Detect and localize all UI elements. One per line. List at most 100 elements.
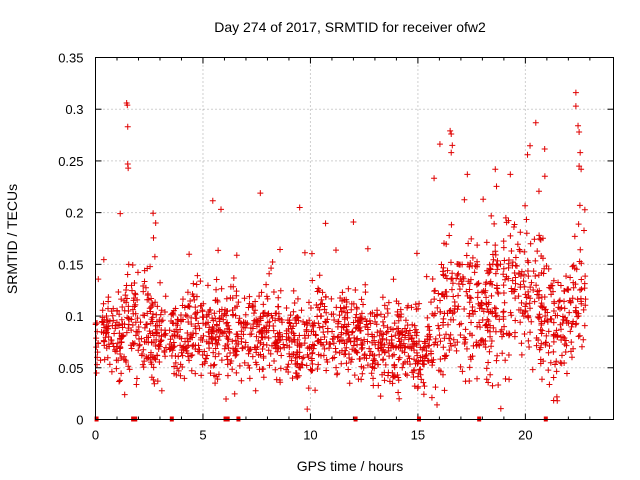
data-point [275,333,282,340]
data-point [485,359,492,366]
data-point [529,366,536,373]
data-point [462,378,469,385]
data-point [315,361,322,368]
data-point [166,327,173,334]
data-point [321,345,328,352]
data-point [495,382,502,389]
data-point [570,318,577,325]
data-point [424,335,431,342]
data-point [211,310,218,317]
data-point [358,376,365,383]
data-point [447,340,454,347]
data-point [395,374,402,381]
data-point [530,268,537,275]
data-point [341,314,348,321]
data-point [129,287,136,294]
data-point [128,345,135,352]
data-point [218,357,225,364]
data-point [274,303,281,310]
data-point [391,364,398,371]
data-point [499,333,506,340]
data-point [543,332,550,339]
data-point [492,166,499,173]
data-point [563,273,570,280]
data-point [145,354,152,361]
data-point [361,336,368,343]
data-point [575,122,582,129]
data-point [503,330,510,337]
data-point [527,284,534,291]
data-point [582,273,589,280]
data-point [343,299,350,306]
data-point [426,342,433,349]
data-point [300,318,307,325]
data-point [290,351,297,358]
data-point [229,307,236,314]
data-point [374,307,381,314]
data-point [283,336,290,343]
data-point [316,287,323,294]
data-point [318,312,325,319]
data-point [397,342,404,349]
data-point [352,314,359,321]
data-point [466,280,473,287]
data-point [346,380,353,387]
data-point [254,343,261,350]
data-point [316,324,323,331]
data-point [250,310,257,317]
data-point [172,352,179,359]
data-point [148,304,155,311]
data-point [100,256,107,263]
data-point [201,348,208,355]
data-point [418,376,425,383]
data-point [218,306,225,313]
data-point [550,338,557,345]
data-point [500,313,507,320]
data-point [395,389,402,396]
data-point [118,296,125,303]
data-point [266,362,273,369]
data-point [561,341,568,348]
data-point [440,272,447,279]
data-point [480,196,487,203]
data-point [526,344,533,351]
data-point [381,313,388,320]
data-point [371,313,378,320]
data-point [372,357,379,364]
data-point [197,334,204,341]
data-point [315,320,322,327]
data-point [331,316,338,323]
data-point [130,310,137,317]
data-point [442,353,449,360]
data-point [357,355,364,362]
data-point [225,345,232,352]
data-point [330,311,337,318]
data-point [182,338,189,345]
data-point [152,219,159,226]
data-point [389,342,396,349]
data-point [512,274,519,281]
data-point [158,337,165,344]
data-point [308,355,315,362]
data-point [358,363,365,370]
data-point [441,310,448,317]
data-point [379,318,386,325]
data-point [345,366,352,373]
data-point [525,288,532,295]
data-point [117,210,124,217]
data-point [305,299,312,306]
data-point [319,323,326,330]
data-point [538,300,545,307]
data-point [416,300,423,307]
data-point [200,300,207,307]
data-point [156,341,163,348]
data-point [263,323,270,330]
data-point [527,305,534,312]
data-point [143,321,150,328]
data-point [546,284,553,291]
data-point [569,295,576,302]
data-point [301,340,308,347]
data-point [450,293,457,300]
data-point [268,265,275,272]
data-point [219,330,226,337]
